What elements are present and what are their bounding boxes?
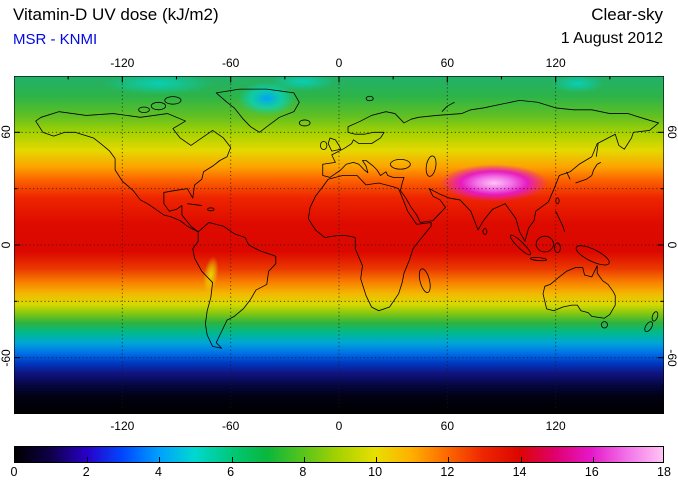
korea-coastline: [567, 172, 571, 180]
new-zealand-south-coastline: [643, 320, 654, 333]
greenland-coastline: [216, 89, 299, 132]
colorbar-tick-label: 18: [657, 465, 671, 479]
world-map-plot: [14, 76, 664, 414]
tibet-max-hotspot: [440, 164, 549, 202]
axis-tick-label: 60: [665, 125, 678, 140]
sri-lanka-coastline: [483, 229, 487, 235]
axis-tick-label: -120: [110, 419, 135, 433]
baffin-island-coastline: [165, 97, 181, 105]
hispaniola-coastline: [208, 208, 214, 211]
victoria-island-coastline: [151, 102, 165, 110]
cuba-coastline: [187, 204, 201, 206]
japan-coastline: [576, 162, 601, 183]
colorbar-tick: [303, 457, 305, 462]
colorbar-tick-label: 8: [299, 465, 307, 479]
colorbar-tick-label: 14: [512, 465, 527, 479]
colorbar-tick: [159, 457, 161, 462]
colorbar-tick-label: 4: [154, 465, 162, 479]
axis-tick-label: 60: [0, 125, 13, 140]
colorbar-tick-label: 0: [10, 465, 18, 479]
sky-condition-label: Clear-sky: [591, 5, 663, 24]
south-america-coastline: [193, 222, 276, 348]
svalbard-coastline: [366, 96, 373, 101]
colorbar-tick-label: 2: [82, 465, 90, 479]
arctic-low-patch: [104, 76, 213, 95]
black-sea-coastline: [390, 159, 410, 169]
axis-tick-label: -60: [221, 56, 240, 70]
sulawesi-coastline: [555, 243, 561, 253]
great-britain-coastline: [328, 138, 341, 151]
graticule-grid: [14, 76, 664, 414]
axis-ticks: [14, 76, 664, 414]
arctic-low-patch: [550, 76, 605, 93]
africa-coastline: [308, 176, 431, 311]
colorbar-tick: [87, 457, 89, 462]
axis-tick-label: 120: [545, 419, 566, 433]
madagascar-coastline: [417, 268, 432, 294]
ireland-coastline: [320, 141, 327, 149]
axis-tick-label: 0: [665, 241, 678, 249]
colorbar-tick: [376, 457, 378, 462]
borneo-coastline: [536, 236, 553, 252]
new-zealand-north-coastline: [651, 311, 659, 322]
axis-tick-label: -60: [221, 419, 240, 433]
australia-coastline: [543, 266, 615, 319]
axis-tick-label: 120: [545, 56, 566, 70]
sakhalin-coastline: [596, 144, 598, 157]
new-guinea-coastline: [574, 242, 612, 269]
novaya-zemlya-coastline: [442, 102, 455, 111]
tasmania-coastline: [601, 322, 607, 328]
greenland-low-patch: [237, 81, 296, 116]
uv-dose-field: [14, 76, 664, 414]
colorbar-tick: [592, 457, 594, 462]
axis-tick-label: 0: [0, 241, 13, 249]
java-coastline: [530, 257, 546, 261]
colorbar-tick: [231, 457, 233, 462]
colorbar-tick: [448, 457, 450, 462]
data-source-label: MSR - KNMI: [13, 31, 98, 48]
map-canvas: [14, 76, 664, 414]
axis-tick-label: 0: [335, 419, 343, 433]
colorbar-tick-label: 6: [227, 465, 235, 479]
figure-title: Vitamin-D UV dose (kJ/m2): [13, 5, 219, 24]
philippines-coastline: [556, 211, 565, 232]
axis-tick-label: -60: [665, 348, 678, 367]
axis-tick-label: -120: [110, 56, 135, 70]
iceland-coastline: [299, 120, 310, 126]
regional-anomalies: [104, 76, 605, 294]
caspian-sea-coastline: [425, 155, 438, 177]
axis-tick-label: 0: [335, 56, 343, 70]
sumatra-coastline: [508, 233, 532, 257]
colorbar-tick-label: 16: [584, 465, 599, 479]
colorbar-tick-label: 10: [368, 465, 383, 479]
eurasia-coastline: [323, 100, 659, 241]
colorbar-tick: [520, 457, 522, 462]
coastlines: [36, 89, 659, 348]
andes-high-patch: [203, 256, 219, 294]
colorbar-tick-label: 12: [440, 465, 455, 479]
colorbar: [14, 446, 664, 463]
north-america-coastline: [36, 112, 231, 232]
date-label: 1 August 2012: [560, 30, 663, 47]
banks-island-coastline: [139, 107, 150, 113]
axis-tick-label: 60: [440, 56, 455, 70]
taiwan-coastline: [556, 198, 559, 204]
axis-tick-label: 60: [440, 419, 455, 433]
axis-tick-label: -60: [0, 348, 13, 367]
